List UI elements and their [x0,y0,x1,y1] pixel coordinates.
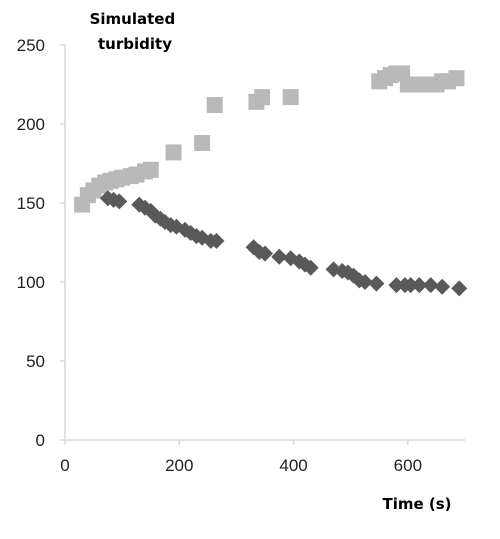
diamond-point [422,277,439,294]
square-point [282,89,299,106]
diamond-point [357,274,373,290]
x-tick-label: 600 [394,456,422,475]
x-tick-label: 0 [60,456,69,475]
diamond-point [257,245,273,262]
y-axis-title-line-2: turbidity [98,35,172,53]
x-tick-label: 200 [165,456,193,475]
diamond-point [111,193,128,210]
square-series [74,65,465,213]
y-tick-label: 0 [36,431,45,450]
square-point [448,70,465,87]
diamond-point [411,277,428,294]
square-point [142,161,159,178]
square-point [165,144,182,161]
diamond-point [434,278,451,295]
x-axis-title: Time (s) [382,495,451,513]
diamond-point [271,248,288,265]
x-axis-ticks: 0 200 400 600 [60,440,422,475]
diamond-point [451,280,468,297]
diamond-series [99,190,468,297]
diamond-point [402,277,419,294]
y-axis-title: Simulated turbidity [90,10,181,53]
diamond-point [208,232,225,249]
diamond-point [245,239,262,256]
y-axis-title-line-1: Simulated [90,10,176,28]
axes [64,45,465,441]
diamond-point [302,259,319,276]
y-tick-label: 50 [26,352,45,371]
y-tick-label: 200 [17,115,45,134]
y-tick-label: 100 [17,273,45,292]
square-point [206,97,223,114]
y-tick-label: 150 [17,194,45,213]
x-tick-label: 400 [279,456,307,475]
series-layer [74,65,468,297]
y-axis-ticks: 0 50 100 150 200 250 [17,36,65,450]
diamond-point [368,275,385,292]
square-point [254,89,271,106]
diamond-point [388,277,405,294]
square-point [194,134,211,151]
y-tick-label: 250 [17,36,45,55]
